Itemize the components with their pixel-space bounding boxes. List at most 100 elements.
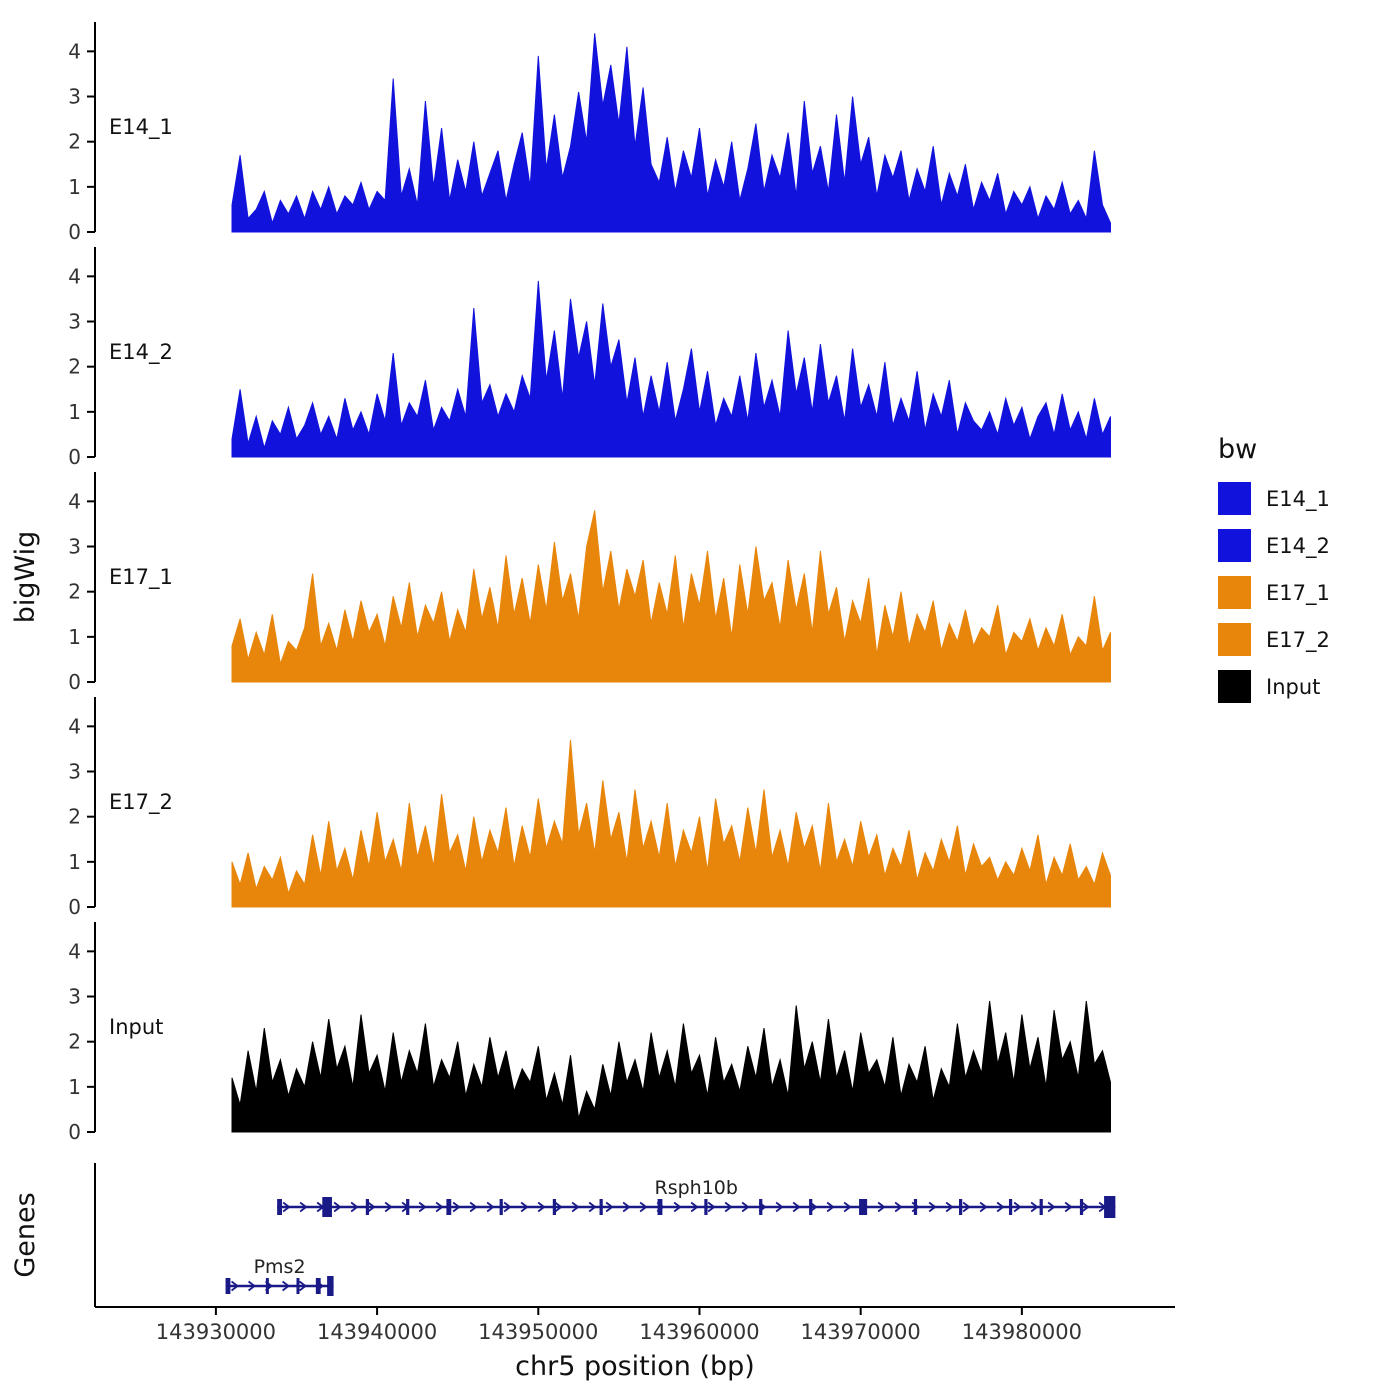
y-tick-label: 0 bbox=[68, 895, 81, 919]
chevron-right-icon bbox=[452, 1201, 461, 1213]
chevron-right-icon bbox=[350, 1201, 359, 1213]
chevron-right-icon bbox=[639, 1201, 648, 1213]
gene-exon bbox=[1008, 1199, 1013, 1215]
y-tick-label: 2 bbox=[68, 130, 81, 154]
y-tick-label: 4 bbox=[68, 264, 81, 288]
chevron-right-icon bbox=[673, 1201, 682, 1213]
gene-exon bbox=[322, 1197, 332, 1217]
track-panel-e14-1: 0 1 2 3 4 E14_1 bbox=[68, 22, 1111, 244]
chevron-right-icon bbox=[775, 1201, 784, 1213]
track-area-e17-1 bbox=[231, 510, 1111, 683]
track-area-e17-2 bbox=[231, 739, 1111, 908]
y-tick-label: 4 bbox=[68, 489, 81, 513]
chevron-right-icon bbox=[894, 1201, 903, 1213]
chevron-right-icon bbox=[843, 1201, 852, 1213]
chevron-right-icon bbox=[877, 1201, 886, 1213]
chevron-right-icon bbox=[962, 1201, 971, 1213]
y-tick-label: 3 bbox=[68, 310, 81, 334]
chevron-right-icon bbox=[1081, 1201, 1090, 1213]
chevron-right-icon bbox=[469, 1201, 478, 1213]
y-axis-title: bigWig bbox=[10, 531, 41, 624]
track-panel-e17-1: 0 1 2 3 4 E17_1 bbox=[68, 472, 1111, 694]
x-tick-label: 143930000 bbox=[156, 1320, 276, 1344]
gene-exon bbox=[859, 1199, 868, 1215]
chevron-right-icon bbox=[571, 1201, 580, 1213]
x-axis-title: chr5 position (bp) bbox=[515, 1351, 755, 1382]
x-tick-label: 143970000 bbox=[801, 1320, 921, 1344]
chevron-right-icon bbox=[299, 1280, 308, 1292]
chevron-right-icon bbox=[792, 1201, 801, 1213]
chevron-right-icon bbox=[1047, 1201, 1056, 1213]
gene-exon bbox=[296, 1278, 300, 1294]
legend-title: bw bbox=[1218, 434, 1257, 465]
gene-model-pms2: Pms2 bbox=[225, 1256, 334, 1296]
y-tick-label: 1 bbox=[68, 1075, 81, 1099]
gene-exon bbox=[552, 1199, 557, 1215]
chevron-right-icon bbox=[282, 1201, 291, 1213]
track-label-input: Input bbox=[109, 1015, 163, 1039]
track-label-e14-1: E14_1 bbox=[109, 115, 173, 140]
y-tick-label: 1 bbox=[68, 850, 81, 874]
chevron-right-icon bbox=[622, 1201, 631, 1213]
chevron-right-icon bbox=[554, 1201, 563, 1213]
chevron-right-icon bbox=[282, 1280, 291, 1292]
gene-exon bbox=[499, 1199, 503, 1215]
track-label-e17-1: E17_1 bbox=[109, 565, 173, 590]
y-tick-label: 4 bbox=[68, 39, 81, 63]
gene-exon bbox=[225, 1278, 231, 1294]
gene-exon bbox=[315, 1278, 321, 1294]
chevron-right-icon bbox=[605, 1201, 614, 1213]
gene-exon bbox=[327, 1276, 334, 1296]
gene-label-pms2: Pms2 bbox=[254, 1256, 306, 1278]
chevron-right-icon bbox=[418, 1201, 427, 1213]
chevron-right-icon bbox=[690, 1201, 699, 1213]
track-area-input bbox=[231, 1000, 1111, 1133]
legend-label-e17-2: E17_2 bbox=[1266, 628, 1330, 653]
gene-exon bbox=[1104, 1196, 1116, 1218]
gene-exon bbox=[913, 1199, 918, 1215]
chevron-right-icon bbox=[741, 1201, 750, 1213]
y-tick-label: 2 bbox=[68, 805, 81, 829]
y-tick-label: 0 bbox=[68, 1120, 81, 1144]
chevron-right-icon bbox=[299, 1201, 308, 1213]
chevron-right-icon bbox=[1013, 1201, 1022, 1213]
chevron-right-icon bbox=[588, 1201, 597, 1213]
legend-swatch-e17-1 bbox=[1218, 576, 1251, 609]
legend-swatch-e14-1 bbox=[1218, 482, 1251, 515]
chevron-right-icon bbox=[1064, 1201, 1073, 1213]
chevron-right-icon bbox=[248, 1280, 257, 1292]
gene-exon bbox=[265, 1278, 269, 1294]
gene-exon bbox=[704, 1199, 708, 1215]
genes-panel: Rsph10b Pms2 bbox=[94, 1163, 1116, 1307]
track-area-e14-2 bbox=[231, 280, 1111, 458]
legend-swatch-e14-2 bbox=[1218, 529, 1251, 562]
genes-axis-title: Genes bbox=[10, 1192, 41, 1277]
gene-exon bbox=[1079, 1199, 1084, 1215]
y-tick-label: 3 bbox=[68, 85, 81, 109]
track-panel-e17-2: 0 1 2 3 4 E17_2 bbox=[68, 697, 1111, 919]
x-tick-label: 143950000 bbox=[478, 1320, 598, 1344]
chevron-right-icon bbox=[537, 1201, 546, 1213]
chevron-right-icon bbox=[826, 1201, 835, 1213]
track-label-e17-2: E17_2 bbox=[109, 790, 173, 815]
y-tick-label: 4 bbox=[68, 939, 81, 963]
legend-label-input: Input bbox=[1266, 675, 1320, 699]
gene-exon bbox=[657, 1199, 663, 1215]
gene-exon bbox=[809, 1199, 813, 1215]
track-panel-e14-2: 0 1 2 3 4 E14_2 bbox=[68, 247, 1111, 469]
gene-exon bbox=[365, 1199, 370, 1215]
chevron-right-icon bbox=[1030, 1201, 1039, 1213]
legend: bw E14_1 E14_2 E17_1 E17_2 Input bbox=[1218, 434, 1330, 703]
gene-exon bbox=[759, 1199, 763, 1215]
gene-exon bbox=[277, 1199, 282, 1215]
x-tick-label: 143980000 bbox=[962, 1320, 1082, 1344]
chevron-right-icon bbox=[724, 1201, 733, 1213]
legend-swatch-e17-2 bbox=[1218, 623, 1251, 656]
chevron-right-icon bbox=[333, 1201, 342, 1213]
track-area-e14-1 bbox=[231, 33, 1111, 233]
legend-label-e14-1: E14_1 bbox=[1266, 487, 1330, 512]
legend-label-e17-1: E17_1 bbox=[1266, 581, 1330, 606]
y-tick-label: 3 bbox=[68, 535, 81, 559]
